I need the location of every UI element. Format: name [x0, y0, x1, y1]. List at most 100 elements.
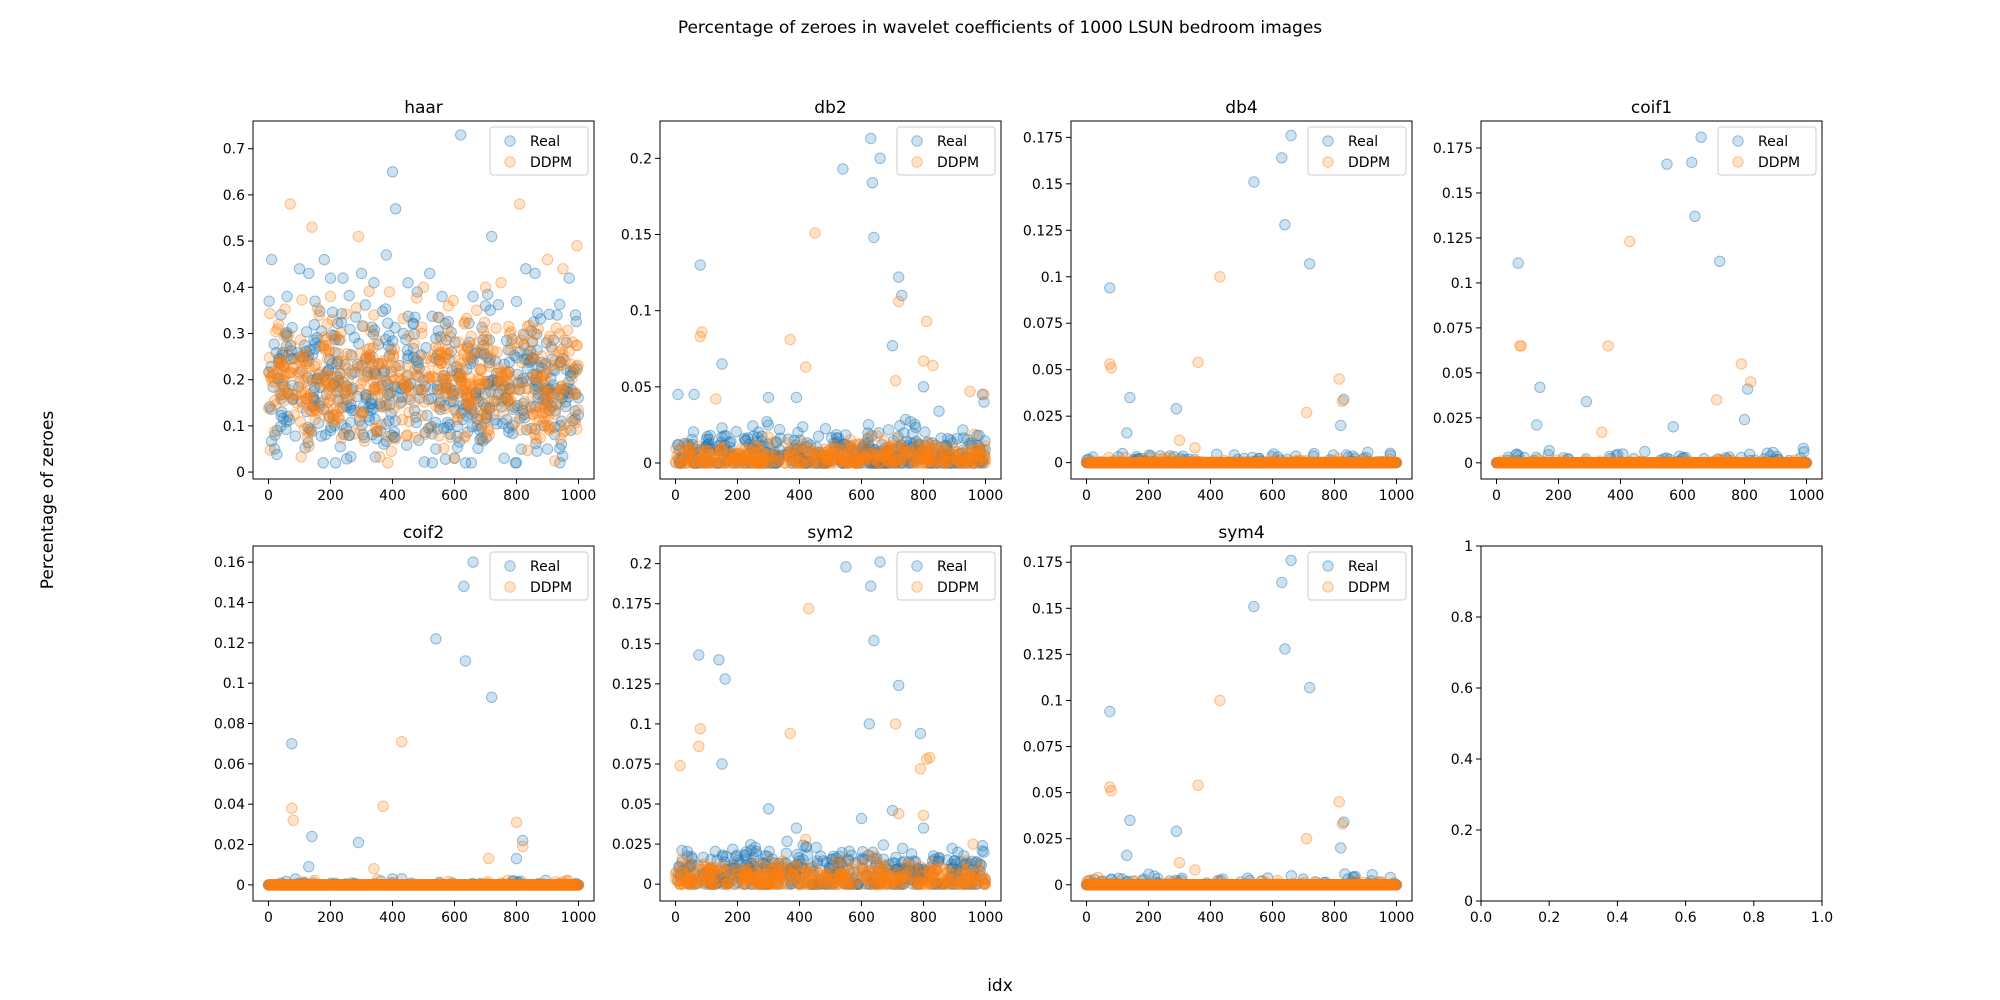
data-point	[461, 312, 473, 324]
data-point	[936, 451, 949, 463]
y-tick-label: 0.15	[1442, 186, 1473, 202]
data-point	[788, 434, 801, 446]
data-point	[399, 376, 411, 388]
data-point	[773, 453, 785, 465]
data-point	[286, 379, 299, 391]
data-point	[901, 451, 913, 464]
data-point	[343, 289, 355, 302]
data-point	[324, 353, 336, 366]
data-point	[541, 367, 553, 379]
data-point	[309, 381, 321, 394]
data-point	[426, 310, 438, 322]
data-point	[498, 380, 510, 392]
data-point	[298, 355, 310, 367]
data-point	[846, 445, 858, 457]
data-point	[546, 400, 558, 412]
data-point	[302, 355, 315, 367]
data-point	[297, 346, 310, 359]
data-point	[407, 342, 420, 355]
data-point	[1689, 210, 1701, 223]
data-point	[736, 448, 748, 460]
data-point	[358, 435, 371, 447]
data-point	[476, 321, 488, 334]
data-point	[525, 422, 537, 435]
data-point	[501, 369, 513, 381]
data-point	[762, 431, 774, 443]
data-point	[850, 448, 863, 461]
data-point	[1189, 442, 1201, 454]
data-point	[704, 429, 716, 442]
data-point	[549, 455, 561, 467]
data-point	[744, 457, 757, 469]
data-point	[947, 457, 959, 469]
data-point	[302, 421, 314, 434]
data-point	[940, 443, 953, 455]
data-point	[273, 318, 285, 331]
data-point	[882, 456, 894, 468]
data-point	[719, 457, 731, 469]
data-point	[445, 431, 457, 443]
data-point	[446, 365, 458, 377]
data-point	[359, 371, 371, 383]
data-point	[1710, 394, 1723, 406]
data-point	[966, 437, 978, 449]
data-point	[925, 445, 937, 457]
data-point	[568, 363, 580, 375]
data-point	[433, 354, 445, 367]
data-point	[317, 340, 330, 352]
data-point	[423, 422, 435, 434]
data-point	[701, 440, 713, 452]
data-point	[371, 426, 383, 438]
data-point	[866, 430, 878, 442]
data-point	[921, 457, 933, 469]
data-point	[272, 356, 285, 369]
data-point	[539, 373, 552, 385]
data-point	[531, 369, 543, 382]
y-tick-label: 0.1	[223, 419, 245, 435]
data-point	[518, 330, 531, 342]
data-point	[401, 381, 413, 394]
data-point	[547, 379, 559, 391]
data-point	[893, 440, 905, 452]
data-point	[863, 440, 875, 452]
data-point	[928, 457, 941, 469]
data-point	[567, 387, 579, 399]
data-point	[483, 357, 496, 369]
data-point	[569, 416, 582, 429]
subplot-db2: 0 200 400 600 800 100000.050.10.150.2db2RealD…	[621, 98, 1003, 504]
data-point	[325, 421, 337, 434]
data-point	[366, 321, 378, 333]
data-point	[437, 373, 449, 385]
data-point	[477, 334, 489, 346]
data-point	[781, 437, 793, 449]
data-point	[337, 383, 349, 395]
data-point	[285, 345, 297, 357]
data-point	[930, 447, 943, 460]
data-point	[301, 399, 313, 411]
data-point	[968, 450, 981, 463]
data-point	[368, 368, 380, 380]
data-point	[942, 456, 954, 468]
data-point	[935, 432, 947, 444]
data-point	[270, 399, 282, 411]
data-point	[483, 429, 495, 442]
data-point	[492, 367, 505, 379]
data-point	[562, 376, 575, 389]
data-point	[535, 376, 548, 388]
data-point	[376, 379, 388, 391]
data-point	[752, 457, 764, 469]
data-point	[913, 439, 925, 451]
data-point	[299, 442, 311, 454]
data-point	[739, 434, 751, 447]
data-point	[441, 416, 454, 429]
data-point	[829, 442, 841, 454]
data-point	[344, 401, 357, 414]
data-point	[513, 383, 525, 395]
data-point	[483, 402, 496, 414]
data-point	[968, 457, 980, 469]
data-point	[319, 429, 332, 441]
data-point	[343, 429, 355, 441]
data-point	[496, 401, 508, 413]
data-point	[439, 351, 452, 364]
data-point	[311, 376, 324, 388]
